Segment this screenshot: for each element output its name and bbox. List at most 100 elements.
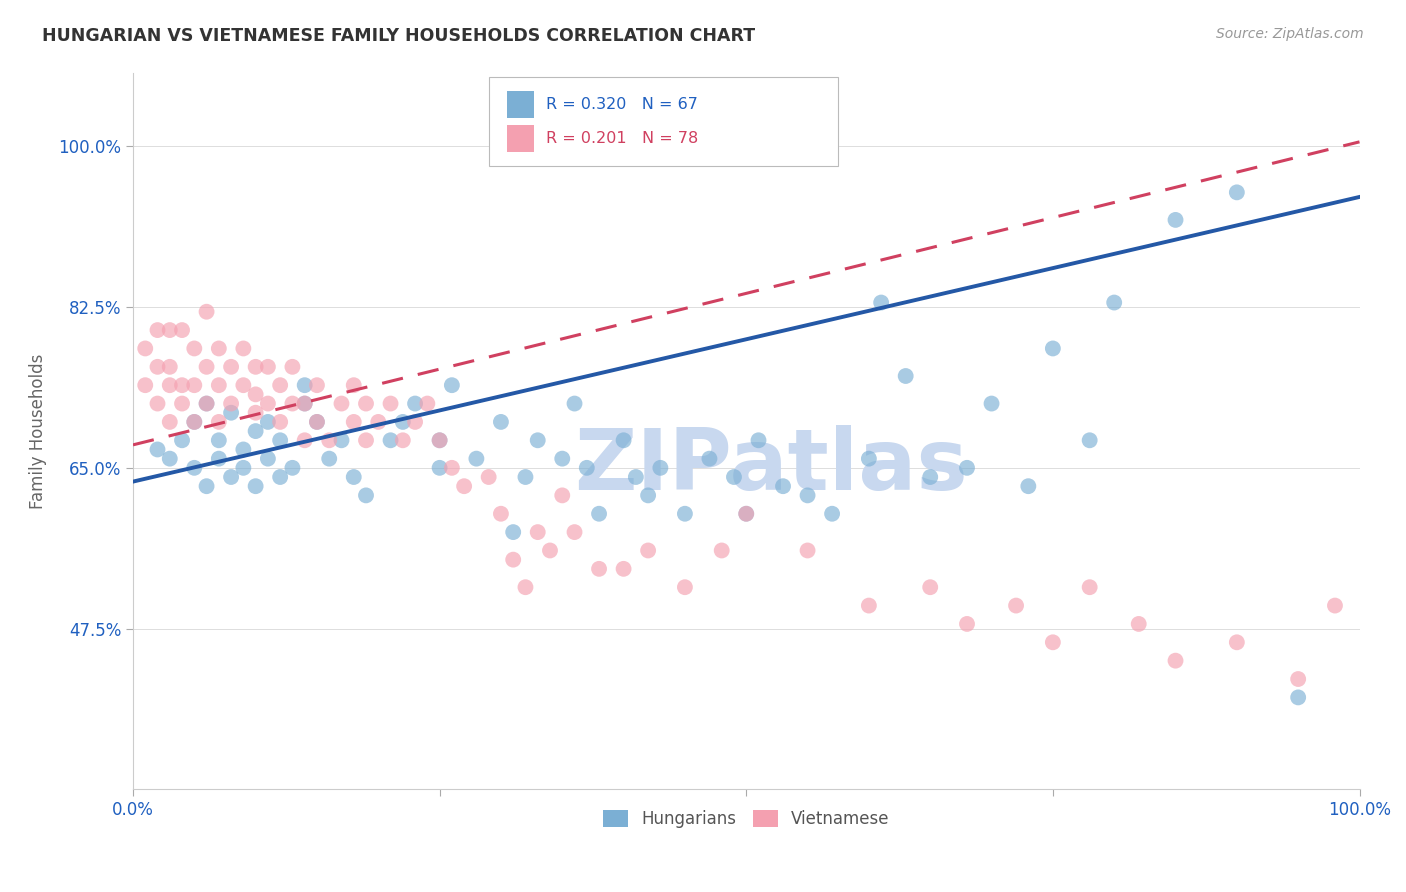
Point bbox=[269, 378, 291, 392]
Point bbox=[219, 470, 242, 484]
Point bbox=[564, 396, 586, 410]
Point bbox=[551, 451, 574, 466]
Point bbox=[1226, 635, 1249, 649]
Point bbox=[354, 396, 377, 410]
Point bbox=[1005, 599, 1028, 613]
Point bbox=[673, 507, 696, 521]
Point bbox=[429, 434, 451, 448]
Point bbox=[354, 488, 377, 502]
FancyBboxPatch shape bbox=[489, 77, 838, 166]
Point bbox=[195, 396, 218, 410]
Point bbox=[134, 378, 156, 392]
Point bbox=[391, 415, 413, 429]
Point bbox=[478, 470, 501, 484]
Point bbox=[294, 378, 316, 392]
Point bbox=[650, 460, 672, 475]
Legend: Hungarians, Vietnamese: Hungarians, Vietnamese bbox=[596, 803, 896, 835]
Point bbox=[245, 359, 267, 374]
Point bbox=[502, 552, 524, 566]
Point bbox=[305, 415, 328, 429]
Point bbox=[330, 396, 353, 410]
Point bbox=[294, 434, 316, 448]
Point bbox=[269, 415, 291, 429]
Point bbox=[219, 396, 242, 410]
Point bbox=[367, 415, 389, 429]
Point bbox=[1128, 616, 1150, 631]
Text: R = 0.320   N = 67: R = 0.320 N = 67 bbox=[547, 97, 699, 112]
Point bbox=[391, 434, 413, 448]
Point bbox=[195, 359, 218, 374]
Point bbox=[404, 415, 426, 429]
Point bbox=[257, 415, 280, 429]
Point bbox=[980, 396, 1002, 410]
Point bbox=[170, 396, 193, 410]
Point bbox=[208, 378, 231, 392]
Point bbox=[538, 543, 561, 558]
Point bbox=[318, 451, 340, 466]
Point bbox=[747, 434, 769, 448]
Point bbox=[465, 451, 488, 466]
Point bbox=[489, 507, 512, 521]
Point bbox=[159, 415, 181, 429]
Point bbox=[245, 479, 267, 493]
Point bbox=[195, 304, 218, 318]
Point bbox=[1164, 213, 1187, 227]
Point bbox=[294, 396, 316, 410]
Point bbox=[575, 460, 598, 475]
Point bbox=[208, 342, 231, 356]
Point bbox=[245, 387, 267, 401]
Point bbox=[673, 580, 696, 594]
Point bbox=[232, 460, 254, 475]
Point bbox=[305, 415, 328, 429]
Point bbox=[772, 479, 794, 493]
Point bbox=[159, 323, 181, 337]
Point bbox=[219, 359, 242, 374]
Point bbox=[1286, 690, 1309, 705]
Point bbox=[613, 434, 636, 448]
Point bbox=[159, 378, 181, 392]
Point bbox=[1226, 186, 1249, 200]
Point bbox=[526, 525, 548, 540]
Point bbox=[354, 434, 377, 448]
Point bbox=[796, 488, 818, 502]
Point bbox=[870, 295, 893, 310]
Point bbox=[1078, 580, 1101, 594]
Text: ZIPatlas: ZIPatlas bbox=[574, 425, 967, 508]
Point bbox=[440, 460, 463, 475]
Point bbox=[245, 424, 267, 438]
Point bbox=[281, 396, 304, 410]
Point bbox=[1042, 635, 1064, 649]
Point bbox=[183, 342, 205, 356]
Point bbox=[564, 525, 586, 540]
Point bbox=[502, 525, 524, 540]
Point bbox=[232, 342, 254, 356]
Point bbox=[232, 442, 254, 457]
Point bbox=[146, 442, 169, 457]
Text: R = 0.201   N = 78: R = 0.201 N = 78 bbox=[547, 130, 699, 145]
Point bbox=[1102, 295, 1125, 310]
Point bbox=[208, 451, 231, 466]
Point bbox=[380, 396, 402, 410]
Text: HUNGARIAN VS VIETNAMESE FAMILY HOUSEHOLDS CORRELATION CHART: HUNGARIAN VS VIETNAMESE FAMILY HOUSEHOLD… bbox=[42, 27, 755, 45]
Point bbox=[858, 599, 880, 613]
Point bbox=[281, 359, 304, 374]
Point bbox=[183, 415, 205, 429]
Point bbox=[1078, 434, 1101, 448]
Point bbox=[183, 415, 205, 429]
Point bbox=[159, 359, 181, 374]
Point bbox=[453, 479, 475, 493]
Bar bbox=[508, 91, 534, 118]
Point bbox=[735, 507, 758, 521]
Point bbox=[637, 543, 659, 558]
Point bbox=[343, 378, 366, 392]
Point bbox=[440, 378, 463, 392]
Point bbox=[343, 415, 366, 429]
Point bbox=[380, 434, 402, 448]
Point bbox=[858, 451, 880, 466]
Point bbox=[183, 460, 205, 475]
Point bbox=[920, 580, 942, 594]
Point bbox=[515, 470, 537, 484]
Point bbox=[956, 460, 979, 475]
Point bbox=[613, 562, 636, 576]
Point bbox=[219, 406, 242, 420]
